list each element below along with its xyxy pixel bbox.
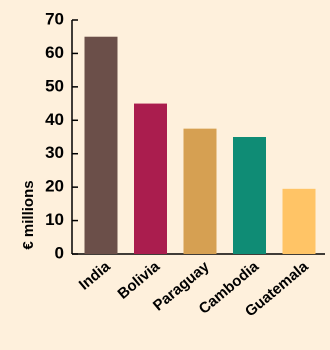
y-tick-label: 70 xyxy=(45,9,64,28)
y-tick-label: 50 xyxy=(45,76,64,95)
y-tick-label: 60 xyxy=(45,43,64,62)
y-tick-label: 30 xyxy=(45,143,64,162)
bar-india xyxy=(84,36,118,254)
y-tick-label: 0 xyxy=(55,243,64,262)
y-axis: 0 10 20 30 40 50 60 70 xyxy=(45,9,325,262)
bar-guatemala xyxy=(282,188,316,254)
bar-bolivia xyxy=(134,103,167,254)
y-tick-label: 20 xyxy=(45,177,64,196)
bar-cambodia xyxy=(233,137,266,254)
bar-series xyxy=(84,36,316,254)
bar-paraguay xyxy=(183,128,217,254)
x-tick-label-india: India xyxy=(76,258,114,294)
y-tick-label: 40 xyxy=(45,110,64,129)
y-tick-label: 10 xyxy=(45,210,64,229)
y-axis-label: € millions xyxy=(20,180,37,249)
